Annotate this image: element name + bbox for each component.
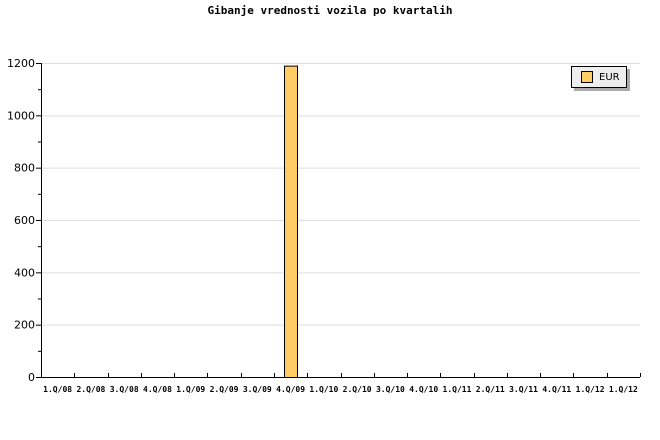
x-tick-label: 1.Q/12 xyxy=(576,385,605,394)
y-tick-label: 1000 xyxy=(7,109,35,122)
y-tick-label: 600 xyxy=(14,214,35,227)
x-tick-label: 1.Q/10 xyxy=(309,385,338,394)
x-tick-label: 1.Q/09 xyxy=(176,385,205,394)
y-tick-label: 200 xyxy=(14,319,35,332)
legend-label: EUR xyxy=(599,71,620,83)
x-tick-label: 4.Q/09 xyxy=(276,385,305,394)
x-tick-label: 3.Q/08 xyxy=(110,385,139,394)
legend-swatch xyxy=(581,71,593,83)
x-tick-label: 3.Q/09 xyxy=(243,385,272,394)
y-tick-label: 0 xyxy=(28,371,35,384)
x-tick-label: 2.Q/10 xyxy=(343,385,372,394)
y-tick-label: 1200 xyxy=(7,57,35,70)
bar-4.Q/09 xyxy=(284,65,298,378)
x-tick-label: 1.Q/08 xyxy=(43,385,72,394)
x-tick-label: 1.Q/12 xyxy=(609,385,638,394)
x-tick-label: 3.Q/10 xyxy=(376,385,405,394)
y-tick-label: 400 xyxy=(14,266,35,279)
x-tick-label: 1.Q/11 xyxy=(443,385,472,394)
x-tick-label: 2.Q/08 xyxy=(76,385,105,394)
y-tick-label: 800 xyxy=(14,162,35,175)
legend: EUR xyxy=(571,66,627,88)
x-tick-label: 4.Q/10 xyxy=(409,385,438,394)
x-tick-label: 2.Q/09 xyxy=(210,385,239,394)
x-tick-label: 4.Q/08 xyxy=(143,385,172,394)
x-tick-label: 3.Q/11 xyxy=(509,385,538,394)
x-tick-label: 4.Q/11 xyxy=(542,385,571,394)
x-tick-label: 2.Q/11 xyxy=(476,385,505,394)
chart-title: Gibanje vrednosti vozila po kvartalih xyxy=(207,4,453,17)
